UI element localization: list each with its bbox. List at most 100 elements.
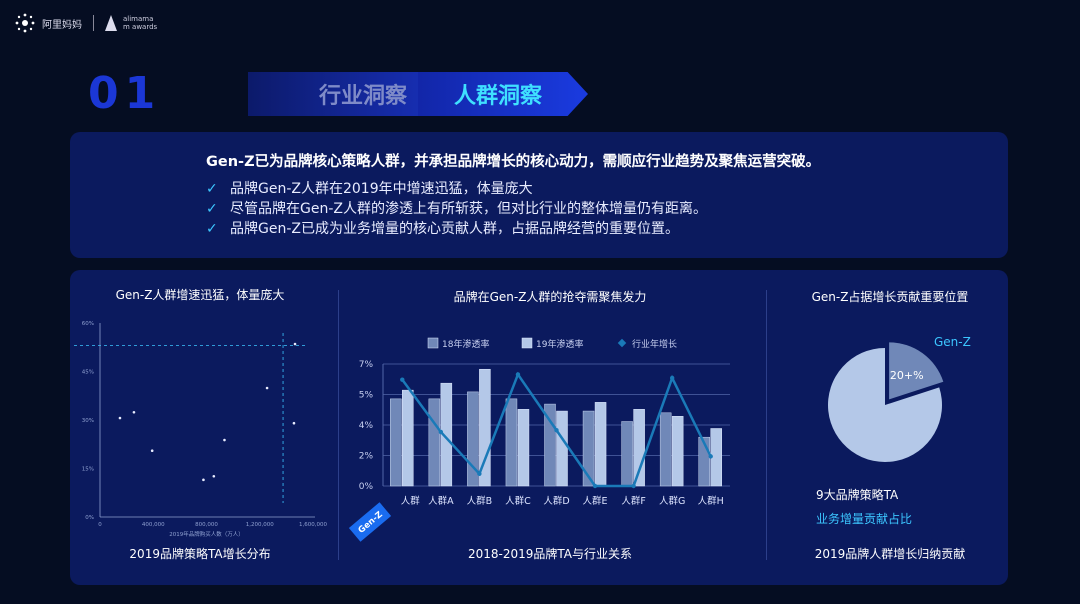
- bar-18: [428, 398, 441, 487]
- bar-x-tick: 人群B: [467, 495, 493, 507]
- legend-label: 行业年增长: [632, 338, 677, 350]
- bar-19: [594, 402, 607, 487]
- legend-swatch: [617, 338, 627, 348]
- bar-18: [659, 412, 672, 487]
- pie-note2: 业务增量贡献占比: [816, 512, 913, 526]
- bar-18: [582, 410, 595, 487]
- alimama-logo-icon: [15, 13, 35, 33]
- scatter-y-tick: 15%: [82, 467, 94, 473]
- summary-bullet: ✓ 尽管品牌在Gen-Z人群的渗透上有所斩获，但对比行业的整体增量仍有距离。: [206, 199, 1008, 219]
- divider: [338, 290, 339, 560]
- section-number: 01: [88, 68, 162, 119]
- scatter-y-tick: 60%: [82, 321, 94, 327]
- scatter-point: [118, 416, 122, 420]
- bar-19: [402, 389, 414, 487]
- pie-slice: [827, 348, 942, 462]
- bar-x-tick: 人群D: [543, 495, 569, 507]
- scatter-point: [202, 478, 205, 482]
- bar-18: [544, 403, 556, 487]
- gen-z-tag-bg: [348, 502, 392, 542]
- logo-divider: [93, 15, 94, 31]
- section-banner: 01 行业洞察 人群洞察: [88, 70, 588, 118]
- industry-growth-point: [438, 429, 444, 435]
- logo-text: 阿里妈妈: [42, 19, 82, 31]
- scatter-point: [292, 421, 296, 425]
- industry-growth-point: [400, 377, 405, 382]
- check-icon: ✓: [206, 181, 218, 197]
- bar-x-tick: 人群F: [621, 495, 645, 507]
- pie-caption: 2019品牌人群增长归纳贡献: [814, 547, 966, 561]
- bar-18: [698, 436, 710, 487]
- bar-19: [479, 368, 491, 487]
- scatter-y-tick: 30%: [82, 418, 94, 424]
- bar-19: [671, 416, 684, 487]
- pie-note1: 9大品牌策略TA: [816, 488, 899, 502]
- legend-swatch: [521, 337, 533, 349]
- scatter-point: [212, 474, 216, 478]
- awards-logo: alimama m awards: [123, 15, 157, 31]
- bar-y-tick: 7%: [359, 360, 374, 370]
- bullet-text: 尽管品牌在Gen-Z人群的渗透上有所斩获，但对比行业的整体增量仍有距离。: [230, 201, 707, 217]
- industry-growth-point: [592, 483, 598, 489]
- awards-line2: m awards: [123, 23, 158, 31]
- bar-19: [440, 382, 453, 487]
- summary-bullet: ✓ 品牌Gen-Z已成为业务增量的核心贡献人群，占据品牌经营的重要位置。: [206, 219, 1008, 239]
- industry-growth-point: [515, 372, 521, 377]
- bar-caption: 2018-2019品牌TA与行业关系: [467, 547, 633, 561]
- scatter-title: Gen-Z人群增速迅猛，体量庞大: [115, 288, 285, 302]
- awards-line1: alimama: [123, 15, 154, 23]
- bullet-text: 品牌Gen-Z人群在2019年中增速迅猛，体量庞大: [230, 181, 533, 197]
- pie-title: Gen-Z占据增长贡献重要位置: [811, 290, 969, 304]
- bar-title: 品牌在Gen-Z人群的抢夺需聚焦发力: [453, 290, 647, 304]
- industry-growth-point: [669, 375, 675, 381]
- tab-audience-insight[interactable]: 人群洞察: [418, 72, 588, 116]
- industry-growth-point: [554, 428, 559, 433]
- scatter-point: [223, 438, 226, 442]
- bar-x-tick: 人群A: [428, 495, 454, 507]
- summary-headline: Gen-Z已为品牌核心策略人群，并承担品牌增长的核心动力，需顺应行业趋势及聚焦运…: [206, 154, 821, 170]
- scatter-x-label: 2019年品牌购买人数（万人）: [169, 530, 244, 538]
- scatter-x-tick: 1,600,000: [299, 522, 327, 528]
- awards-logo-icon: [105, 15, 117, 31]
- bar-x-tick: 人群: [401, 495, 421, 507]
- scatter-caption: 2019品牌策略TA增长分布: [129, 547, 271, 561]
- summary-bullet: ✓ 品牌Gen-Z人群在2019年中增速迅猛，体量庞大: [206, 179, 1008, 199]
- scatter-x-tick: 1,200,000: [246, 522, 274, 528]
- divider: [766, 290, 767, 560]
- bar-x-tick: 人群E: [583, 495, 608, 507]
- bar-y-tick: 2%: [359, 452, 374, 462]
- scatter-point: [132, 410, 136, 414]
- bar-x-tick: 人群G: [659, 495, 685, 507]
- summary-box: Gen-Z已为品牌核心策略人群，并承担品牌增长的核心动力，需顺应行业趋势及聚焦运…: [70, 132, 1008, 258]
- bar-18: [467, 391, 479, 487]
- bar-18: [621, 421, 633, 487]
- bar-x-tick: 人群C: [505, 495, 531, 507]
- bar-19: [633, 409, 645, 487]
- pie-slice: [889, 342, 944, 400]
- bar-x-tick: 人群H: [698, 495, 724, 507]
- pie-value-label: 20+%: [890, 369, 924, 382]
- bar-18: [505, 398, 518, 487]
- scatter-point: [265, 386, 269, 390]
- check-icon: ✓: [206, 221, 218, 237]
- legend-label: 19年渗透率: [536, 338, 583, 350]
- bullet-text: 品牌Gen-Z已成为业务增量的核心贡献人群，占据品牌经营的重要位置。: [230, 221, 679, 237]
- scatter-point: [293, 342, 297, 346]
- industry-growth-point: [477, 471, 482, 476]
- alimama-logo: 阿里妈妈 alimama m awards: [14, 12, 157, 34]
- bar-y-tick: 4%: [359, 421, 374, 431]
- bar-y-tick: 0%: [359, 482, 374, 492]
- scatter-x-tick: 0: [98, 522, 102, 528]
- bar-y-tick: 5%: [359, 391, 374, 401]
- pie-slice-label: Gen-Z: [934, 335, 971, 349]
- bar-19: [556, 410, 568, 487]
- bar-18: [390, 398, 402, 487]
- gen-z-tag: Gen-Z: [348, 502, 392, 542]
- scatter-x-tick: 400,000: [142, 522, 165, 528]
- scatter-y-tick: 0%: [85, 515, 94, 521]
- legend-swatch: [427, 337, 439, 349]
- bar-19: [517, 409, 530, 487]
- scatter-y-tick: 45%: [82, 370, 94, 376]
- legend-label: 18年渗透率: [442, 338, 489, 350]
